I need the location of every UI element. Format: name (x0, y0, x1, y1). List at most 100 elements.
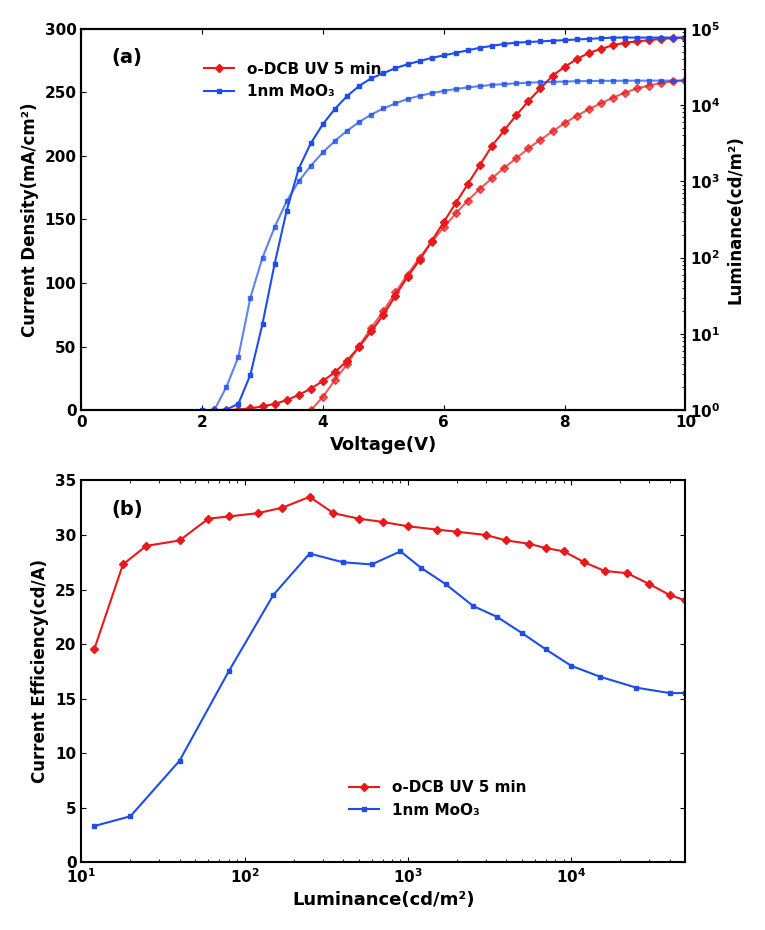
1nm MoO₃ (197, 405, 207, 416)
1nm MoO₃ (427, 52, 436, 63)
o-DCB UV 5 min (524, 96, 533, 107)
1nm MoO₃ (222, 404, 231, 415)
1nm MoO₃ (451, 47, 461, 59)
o-DCB UV 5 min (427, 235, 436, 246)
1nm MoO₃ (367, 559, 376, 570)
1nm MoO₃ (595, 671, 604, 683)
o-DCB UV 5 min (175, 535, 184, 546)
o-DCB UV 5 min (258, 401, 267, 412)
o-DCB UV 5 min (451, 197, 461, 208)
1nm MoO₃ (567, 660, 576, 671)
o-DCB UV 5 min (278, 502, 287, 513)
1nm MoO₃ (318, 118, 327, 129)
1nm MoO₃ (403, 59, 412, 70)
Y-axis label: Luminance(cd/m²): Luminance(cd/m²) (726, 135, 744, 304)
1nm MoO₃ (439, 50, 448, 61)
1nm MoO₃ (572, 33, 581, 45)
1nm MoO₃ (306, 138, 315, 149)
o-DCB UV 5 min (439, 217, 448, 228)
1nm MoO₃ (330, 103, 340, 114)
o-DCB UV 5 min (318, 376, 327, 387)
1nm MoO₃ (338, 557, 347, 568)
o-DCB UV 5 min (306, 383, 315, 394)
o-DCB UV 5 min (512, 110, 521, 121)
o-DCB UV 5 min (378, 516, 387, 527)
1nm MoO₃ (468, 600, 477, 611)
o-DCB UV 5 min (391, 290, 400, 301)
o-DCB UV 5 min (379, 310, 388, 321)
o-DCB UV 5 min (596, 44, 605, 55)
X-axis label: Voltage(V): Voltage(V) (330, 435, 437, 454)
o-DCB UV 5 min (343, 355, 352, 366)
o-DCB UV 5 min (415, 255, 424, 266)
o-DCB UV 5 min (665, 590, 674, 601)
1nm MoO₃ (305, 548, 314, 559)
Line: 1nm MoO₃: 1nm MoO₃ (91, 548, 689, 830)
o-DCB UV 5 min (681, 32, 690, 43)
o-DCB UV 5 min (548, 70, 557, 81)
1nm MoO₃ (608, 32, 617, 43)
o-DCB UV 5 min (623, 567, 632, 578)
o-DCB UV 5 min (403, 272, 412, 283)
o-DCB UV 5 min (633, 36, 642, 47)
o-DCB UV 5 min (354, 513, 363, 525)
Y-axis label: Current Efficiency(cd/A): Current Efficiency(cd/A) (31, 559, 50, 783)
1nm MoO₃ (415, 56, 424, 67)
o-DCB UV 5 min (282, 394, 291, 405)
o-DCB UV 5 min (90, 644, 99, 655)
o-DCB UV 5 min (487, 140, 496, 152)
o-DCB UV 5 min (475, 159, 484, 170)
1nm MoO₃ (492, 611, 501, 622)
1nm MoO₃ (416, 562, 425, 573)
1nm MoO₃ (379, 68, 388, 79)
o-DCB UV 5 min (432, 524, 441, 535)
o-DCB UV 5 min (355, 341, 364, 352)
1nm MoO₃ (681, 687, 690, 698)
1nm MoO₃ (234, 398, 243, 409)
o-DCB UV 5 min (305, 491, 314, 502)
o-DCB UV 5 min (222, 405, 231, 416)
1nm MoO₃ (536, 36, 545, 47)
1nm MoO₃ (269, 590, 278, 601)
1nm MoO₃ (246, 369, 255, 380)
1nm MoO₃ (282, 205, 291, 216)
o-DCB UV 5 min (524, 538, 533, 550)
1nm MoO₃ (125, 811, 135, 822)
1nm MoO₃ (441, 578, 450, 590)
o-DCB UV 5 min (584, 47, 594, 59)
o-DCB UV 5 min (572, 54, 581, 65)
o-DCB UV 5 min (270, 398, 279, 409)
1nm MoO₃ (210, 405, 219, 416)
o-DCB UV 5 min (656, 33, 666, 45)
1nm MoO₃ (396, 546, 405, 557)
1nm MoO₃ (665, 687, 674, 698)
o-DCB UV 5 min (669, 33, 678, 44)
1nm MoO₃ (548, 35, 557, 46)
Line: o-DCB UV 5 min: o-DCB UV 5 min (211, 34, 688, 413)
1nm MoO₃ (542, 644, 551, 655)
1nm MoO₃ (487, 40, 496, 51)
1nm MoO₃ (464, 45, 473, 56)
o-DCB UV 5 min (234, 404, 243, 415)
o-DCB UV 5 min (502, 535, 511, 546)
1nm MoO₃ (517, 628, 526, 639)
o-DCB UV 5 min (645, 34, 654, 46)
o-DCB UV 5 min (403, 521, 412, 532)
Legend: o-DCB UV 5 min, 1nm MoO₃: o-DCB UV 5 min, 1nm MoO₃ (343, 774, 532, 824)
o-DCB UV 5 min (142, 540, 151, 551)
o-DCB UV 5 min (536, 83, 545, 94)
Line: 1nm MoO₃: 1nm MoO₃ (199, 34, 689, 414)
1nm MoO₃ (224, 666, 233, 677)
o-DCB UV 5 min (600, 565, 609, 577)
o-DCB UV 5 min (481, 529, 490, 540)
1nm MoO₃ (366, 73, 376, 84)
Text: (b): (b) (112, 499, 143, 519)
X-axis label: Luminance(cd/m²): Luminance(cd/m²) (292, 891, 474, 910)
o-DCB UV 5 min (246, 403, 255, 414)
Text: (a): (a) (112, 47, 142, 67)
1nm MoO₃ (90, 820, 99, 831)
o-DCB UV 5 min (559, 546, 568, 557)
1nm MoO₃ (391, 62, 400, 73)
1nm MoO₃ (295, 163, 304, 174)
1nm MoO₃ (656, 32, 666, 43)
